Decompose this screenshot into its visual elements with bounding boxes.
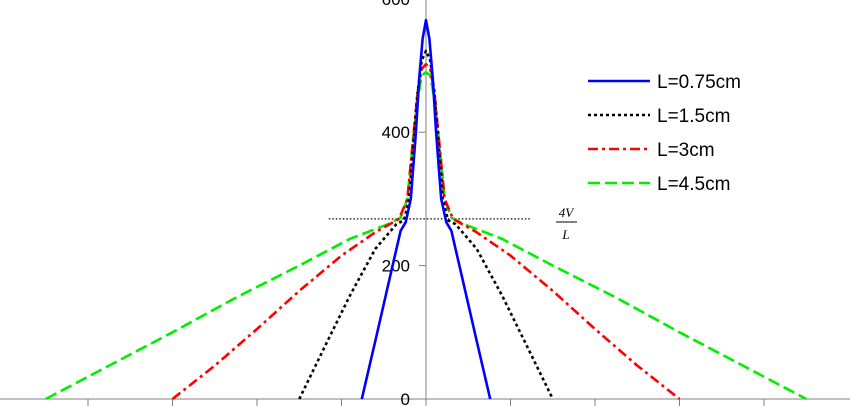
series-line-3 <box>171 62 681 401</box>
series-line-1 <box>360 18 492 400</box>
annotation-denominator: L <box>561 227 569 242</box>
series-line-2 <box>298 49 554 400</box>
series-group <box>45 18 807 401</box>
y-tick-label: 600 <box>382 0 410 9</box>
legend-label: L=0.75cm <box>657 72 741 93</box>
legend-label: L=3cm <box>657 140 715 161</box>
legend-label: L=4.5cm <box>657 174 730 195</box>
legend: L=0.75cm L=1.5cm L=3cm L=4.5cm <box>588 72 741 195</box>
legend-label: L=1.5cm <box>657 106 730 127</box>
y-tick-label: 0 <box>401 390 410 406</box>
series-line-4 <box>45 70 807 401</box>
y-tick-label: 200 <box>382 257 410 276</box>
annotation-numerator: 4V <box>559 205 576 220</box>
annotation-4v-over-l: 4V L <box>556 205 577 242</box>
y-tick-label: 400 <box>382 123 410 142</box>
